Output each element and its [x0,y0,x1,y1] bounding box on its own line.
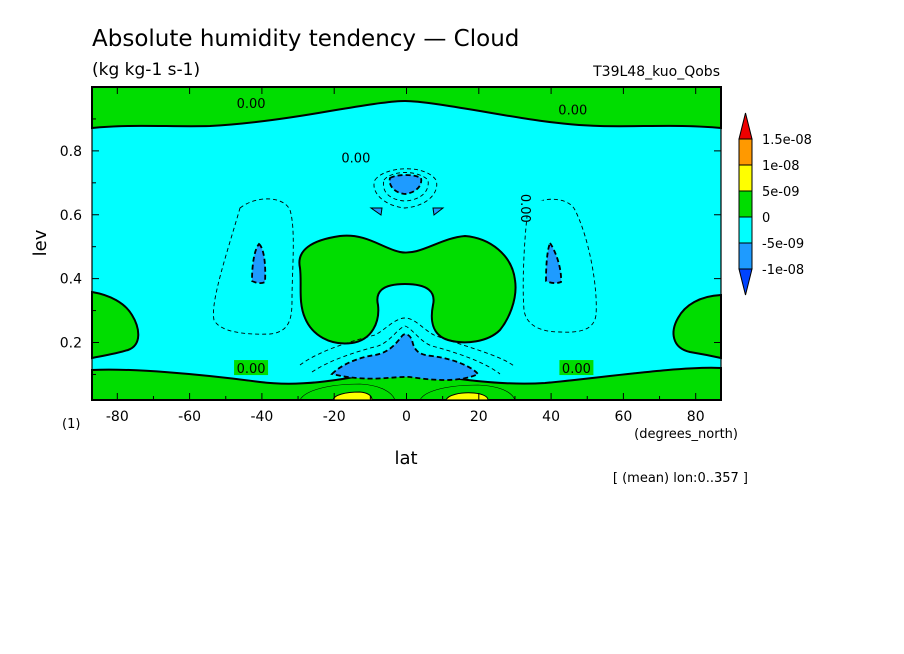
plot-area: 0.00 0.00 0.00 0.00 0.00 0.00 [91,86,722,401]
units-label: (kg kg-1 s-1) [92,60,200,80]
x-tick-label: 0 [402,409,411,425]
yellow-patch-right [445,392,489,401]
colorbar-segment [738,164,753,192]
colorbar-segment [738,242,753,270]
contour-label-bg [559,360,594,376]
colorbar-min-triangle [738,268,753,296]
y-axis: 0.2 0.4 0.6 0.8 [60,118,721,375]
contour-label: 0.00 [558,103,587,118]
x-axis-units: (degrees_north) [634,427,738,442]
contour-label-bg [234,360,269,376]
negative-region-right [545,241,562,284]
y-tick-label: 0.8 [60,144,82,160]
y-tick-label: 0.2 [60,336,82,352]
colorbar-segment [738,216,753,244]
x-tick-label: -60 [178,409,201,425]
dashed-contour-upper-inner [382,172,429,202]
y-axis-units: (1) [62,417,80,432]
colorbar-label: 5e-09 [762,185,800,200]
dashed-contour-bottom-outer [299,317,515,367]
contour-label-bg [508,200,543,216]
chart-title: Absolute humidity tendency — Cloud [92,26,519,52]
contour-label: 0.00 [237,362,266,377]
contour-label: 0.00 [562,362,591,377]
colorbar: 1.5e-08 1e-08 5e-09 0 -5e-09 -1e-08 [738,112,812,296]
contour-label: 0.00 [237,97,266,112]
colorbar-max-triangle [738,112,753,140]
y-tick-label: 0.6 [60,208,82,224]
x-tick-label: -20 [323,409,346,425]
y-axis-label: lev [30,229,51,256]
dashed-contour-bottom-inner [311,325,501,375]
colorbar-label: -5e-09 [762,237,804,252]
thin-contour-surface-left [299,383,396,401]
thin-contour-surface-right [419,384,516,401]
dashed-contour-right-loop [522,198,597,333]
negative-region-left [251,242,267,284]
y-tick-label: 0.4 [60,272,82,288]
positive-region-central [298,234,517,345]
colorbar-label: 1.5e-08 [762,133,812,148]
experiment-label: T39L48_kuo_Qobs [592,64,720,80]
x-tick-label: 80 [687,409,705,425]
contour-label-bg [555,101,590,117]
negative-marker-left [369,207,383,216]
dashed-contour-upper-outer [373,168,438,209]
negative-region-bottom-center [330,333,480,381]
footnote: [ (mean) lon:0..357 ] [613,471,748,486]
contour-label: 0.00 [517,194,532,223]
colorbar-segment [738,190,753,218]
colorbar-label: 0 [762,211,770,226]
x-axis: -80 -60 -40 -20 0 20 40 60 80 [106,87,705,425]
positive-region-right-edge [672,293,722,360]
colorbar-segment [738,138,753,166]
contour-label: 0.00 [341,151,370,166]
positive-region-left-edge [91,290,140,360]
negative-marker-right [432,207,445,216]
x-tick-label: 40 [542,409,560,425]
x-tick-label: -80 [106,409,129,425]
x-tick-label: 20 [470,409,488,425]
colorbar-label: -1e-08 [762,263,804,278]
negative-region-upper-center [388,174,423,195]
contour-labels: 0.00 0.00 0.00 0.00 0.00 0.00 [234,94,594,377]
contour-label-bg [338,149,373,165]
yellow-patch-left [332,391,373,401]
x-axis-label: lat [394,448,417,469]
colorbar-label: 1e-08 [762,159,800,174]
x-tick-label: -40 [250,409,273,425]
contour-label-bg [234,94,269,110]
x-tick-label: 60 [614,409,632,425]
